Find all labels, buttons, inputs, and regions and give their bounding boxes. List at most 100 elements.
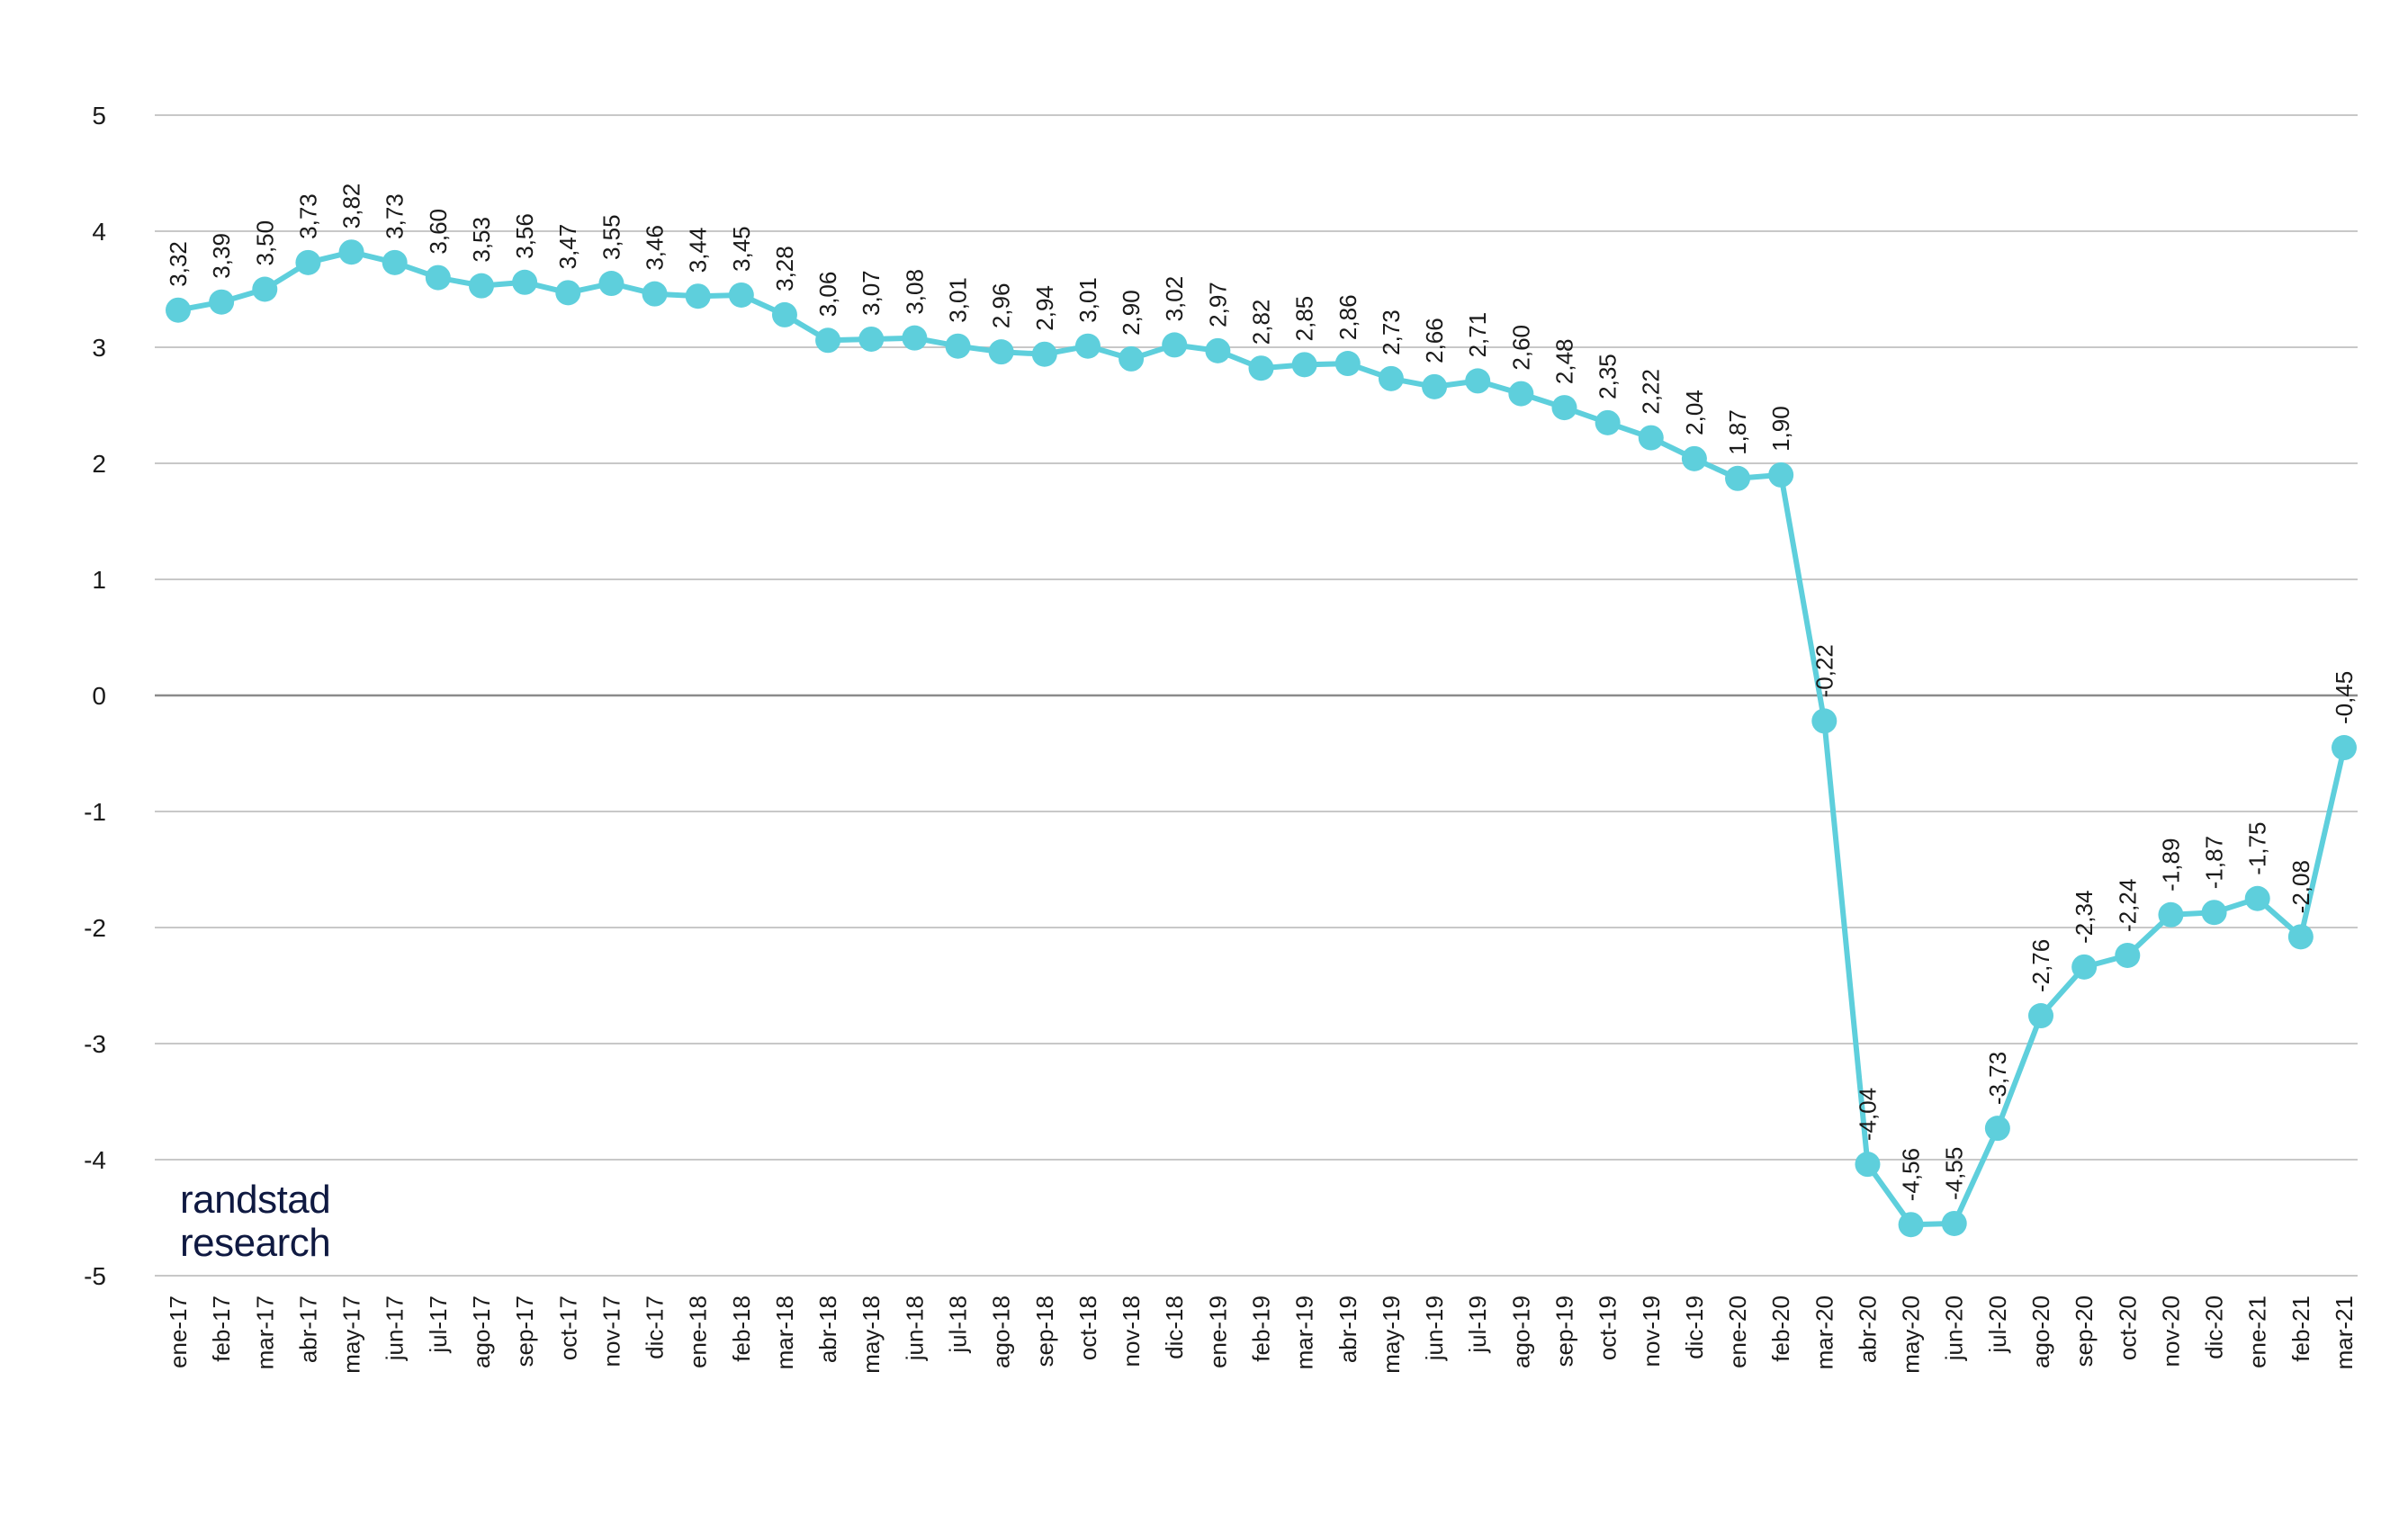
y-tick-label: 3 bbox=[92, 334, 106, 362]
data-label: 3,45 bbox=[728, 226, 755, 272]
x-tick-label: jul-17 bbox=[425, 1295, 452, 1354]
x-tick-label: abr-20 bbox=[1854, 1295, 1881, 1363]
data-label: 3,73 bbox=[382, 193, 409, 239]
x-tick-label: dic-17 bbox=[642, 1295, 669, 1359]
x-tick-label: jun-19 bbox=[1421, 1295, 1448, 1361]
data-label: 3,46 bbox=[642, 225, 669, 271]
data-label: -0,45 bbox=[2331, 671, 2358, 724]
data-point bbox=[902, 325, 928, 351]
data-label: 3,07 bbox=[858, 270, 885, 316]
data-point bbox=[1119, 345, 1145, 372]
data-label: 2,86 bbox=[1334, 294, 1361, 340]
data-label: -3,73 bbox=[1984, 1052, 2011, 1105]
x-tick-label: jul-19 bbox=[1464, 1295, 1491, 1354]
data-point bbox=[1768, 462, 1794, 488]
data-label: -2,08 bbox=[2287, 860, 2314, 913]
y-tick-label: 4 bbox=[92, 218, 106, 246]
data-label: 2,97 bbox=[1204, 282, 1231, 327]
logo-line-2: research bbox=[180, 1221, 330, 1265]
x-tick-label: nov-18 bbox=[1118, 1295, 1145, 1367]
x-tick-label: sep-20 bbox=[2071, 1295, 2098, 1367]
data-label: 3,50 bbox=[251, 220, 278, 266]
data-point bbox=[642, 281, 668, 307]
x-tick-label: ene-18 bbox=[685, 1295, 712, 1368]
x-tick-label: feb-17 bbox=[208, 1295, 235, 1362]
data-label: 3,47 bbox=[554, 224, 581, 270]
data-point bbox=[1941, 1210, 1967, 1236]
data-point bbox=[1248, 355, 1274, 381]
data-point bbox=[1508, 381, 1534, 407]
x-tick-label: abr-18 bbox=[814, 1295, 841, 1363]
data-point bbox=[166, 297, 191, 323]
x-tick-label: oct-17 bbox=[554, 1295, 581, 1360]
data-label: 2,66 bbox=[1421, 318, 1448, 363]
data-label: 2,22 bbox=[1638, 369, 1665, 415]
data-point bbox=[338, 239, 364, 265]
data-label: -1,89 bbox=[2157, 838, 2184, 892]
data-label: 3,08 bbox=[901, 269, 928, 315]
data-point bbox=[1422, 373, 1448, 399]
x-tick-label: nov-19 bbox=[1638, 1295, 1665, 1367]
data-point bbox=[2287, 924, 2314, 950]
x-tick-label: mar-19 bbox=[1291, 1295, 1318, 1369]
x-tick-label: mar-20 bbox=[1810, 1295, 1837, 1369]
data-point bbox=[295, 249, 321, 275]
data-point bbox=[2115, 942, 2141, 968]
data-point bbox=[2071, 954, 2098, 980]
data-label: 2,60 bbox=[1507, 325, 1534, 371]
data-point bbox=[1334, 351, 1361, 377]
data-label: 2,48 bbox=[1550, 338, 1577, 384]
data-label: -0,22 bbox=[1810, 644, 1837, 697]
data-point bbox=[2201, 900, 2227, 926]
data-label: 2,04 bbox=[1681, 390, 1708, 435]
x-tick-label: oct-19 bbox=[1595, 1295, 1622, 1360]
data-point bbox=[425, 264, 451, 291]
data-point bbox=[1855, 1152, 1881, 1178]
data-label: 1,90 bbox=[1767, 406, 1794, 452]
data-label: 3,55 bbox=[598, 214, 624, 260]
x-tick-label: jul-20 bbox=[1984, 1295, 2011, 1354]
data-point bbox=[1725, 465, 1751, 491]
x-tick-label: nov-20 bbox=[2157, 1295, 2184, 1367]
x-tick-label: ene-19 bbox=[1204, 1295, 1231, 1368]
logo-line-1: randstad bbox=[180, 1178, 330, 1222]
data-label: 3,60 bbox=[425, 209, 452, 255]
x-tick-label: may-20 bbox=[1898, 1295, 1925, 1374]
x-tick-label: jun-18 bbox=[901, 1295, 928, 1361]
data-point bbox=[1984, 1116, 2010, 1142]
y-tick-label: -4 bbox=[84, 1146, 106, 1174]
data-point bbox=[2244, 885, 2270, 911]
data-point bbox=[209, 289, 235, 315]
data-label: -4,56 bbox=[1898, 1148, 1925, 1201]
x-tick-label: mar-18 bbox=[771, 1295, 798, 1369]
data-label: 2,73 bbox=[1378, 309, 1405, 355]
data-label: -2,76 bbox=[2027, 939, 2054, 992]
y-tick-label: -5 bbox=[84, 1262, 106, 1290]
x-tick-label: dic-19 bbox=[1681, 1295, 1708, 1359]
data-point bbox=[1378, 365, 1404, 391]
data-point bbox=[858, 326, 885, 352]
data-label: 3,01 bbox=[945, 277, 972, 323]
data-point bbox=[1031, 341, 1057, 367]
x-tick-label: feb-21 bbox=[2287, 1295, 2314, 1362]
data-point bbox=[1595, 409, 1621, 435]
data-label: 3,53 bbox=[468, 217, 495, 263]
data-point bbox=[598, 271, 624, 297]
x-tick-label: may-17 bbox=[338, 1295, 365, 1374]
data-point bbox=[252, 276, 278, 302]
data-label: 3,06 bbox=[814, 272, 841, 318]
data-label: 3,32 bbox=[165, 241, 192, 287]
data-point bbox=[771, 301, 797, 327]
data-point bbox=[1681, 445, 1707, 471]
data-point bbox=[1551, 395, 1577, 421]
data-point bbox=[685, 283, 711, 309]
data-label: 2,94 bbox=[1031, 285, 1058, 331]
data-label: 2,35 bbox=[1595, 354, 1622, 399]
data-point bbox=[1638, 425, 1664, 451]
randstad-research-logo: randstad research bbox=[180, 1178, 331, 1265]
data-point bbox=[945, 333, 971, 359]
data-label: 3,28 bbox=[771, 246, 798, 291]
x-tick-label: oct-18 bbox=[1074, 1295, 1101, 1360]
x-tick-label: ene-21 bbox=[2244, 1295, 2271, 1368]
y-tick-label: 0 bbox=[92, 682, 106, 710]
